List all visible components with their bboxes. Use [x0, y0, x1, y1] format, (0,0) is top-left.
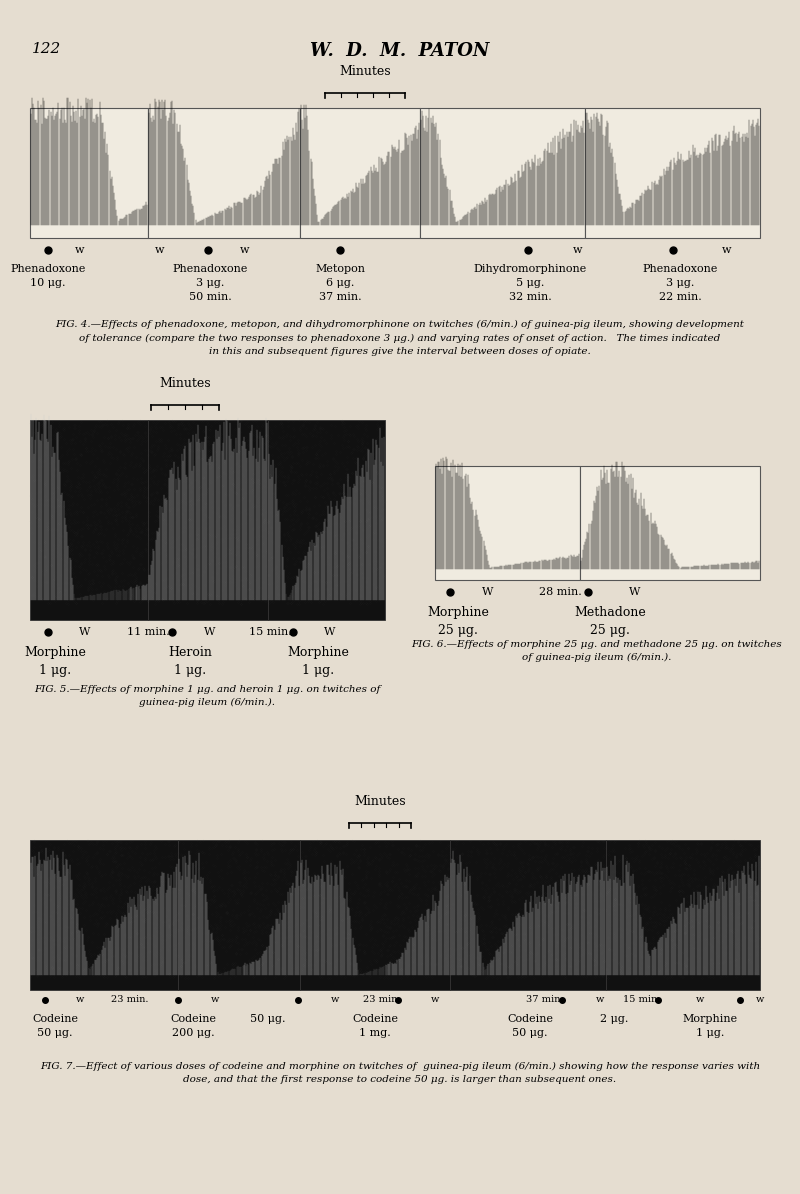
- Bar: [606, 841, 760, 990]
- Text: Codeine
1 mg.: Codeine 1 mg.: [352, 1014, 398, 1038]
- Text: Metopon
6 μg.
37 min.: Metopon 6 μg. 37 min.: [315, 264, 365, 302]
- Text: Phenadoxone
3 μg.
22 min.: Phenadoxone 3 μg. 22 min.: [642, 264, 718, 302]
- Text: 15 min.: 15 min.: [623, 996, 661, 1004]
- Text: W: W: [324, 627, 336, 638]
- Bar: [450, 841, 606, 990]
- Text: FIG. 7.—Effect of various doses of codeine and morphine on twitches of  guinea-p: FIG. 7.—Effect of various doses of codei…: [40, 1061, 760, 1084]
- Text: Methadone
25 μg.: Methadone 25 μg.: [574, 607, 646, 638]
- Bar: [148, 420, 268, 620]
- Text: Phenadoxone
3 μg.
50 min.: Phenadoxone 3 μg. 50 min.: [172, 264, 248, 302]
- Text: 15 min.: 15 min.: [249, 627, 291, 638]
- Text: w: w: [331, 996, 339, 1004]
- Bar: [30, 841, 178, 990]
- Text: w: w: [722, 245, 732, 256]
- Text: w: w: [76, 996, 84, 1004]
- Text: FIG. 6.—Effects of morphine 25 μg. and methadone 25 μg. on twitches
of guinea-pi: FIG. 6.—Effects of morphine 25 μg. and m…: [412, 640, 782, 663]
- Bar: [30, 420, 148, 620]
- Text: Minutes: Minutes: [159, 377, 211, 390]
- Text: Morphine
1 μg.: Morphine 1 μg.: [24, 646, 86, 677]
- Text: Heroin
1 μg.: Heroin 1 μg.: [168, 646, 212, 677]
- Text: w: w: [574, 245, 582, 256]
- Text: w: w: [75, 245, 85, 256]
- Bar: [178, 841, 300, 990]
- Text: Codeine
50 μg.: Codeine 50 μg.: [507, 1014, 553, 1038]
- Text: Dihydromorphinone
5 μg.
32 min.: Dihydromorphinone 5 μg. 32 min.: [474, 264, 586, 302]
- Text: Minutes: Minutes: [354, 795, 406, 808]
- Bar: [268, 420, 385, 620]
- Text: w: w: [431, 996, 439, 1004]
- Bar: [300, 107, 420, 238]
- Bar: [435, 466, 580, 580]
- Text: W: W: [482, 587, 494, 597]
- Text: 23 min.: 23 min.: [111, 996, 149, 1004]
- Text: 122: 122: [32, 42, 62, 56]
- Text: w: w: [155, 245, 165, 256]
- Bar: [585, 107, 760, 238]
- Text: 50 μg.: 50 μg.: [250, 1014, 286, 1024]
- Text: 11 min.: 11 min.: [126, 627, 170, 638]
- Text: W: W: [79, 627, 90, 638]
- Text: Codeine
200 μg.: Codeine 200 μg.: [170, 1014, 216, 1038]
- Text: FIG. 4.—Effects of phenadoxone, metopon, and dihydromorphinone on twitches (6/mi: FIG. 4.—Effects of phenadoxone, metopon,…: [55, 320, 745, 356]
- Text: w: w: [240, 245, 250, 256]
- Text: Codeine
50 μg.: Codeine 50 μg.: [32, 1014, 78, 1038]
- Text: Morphine
25 μg.: Morphine 25 μg.: [427, 607, 489, 638]
- Text: 23 min.: 23 min.: [363, 996, 401, 1004]
- Text: W: W: [204, 627, 216, 638]
- Bar: [300, 841, 450, 990]
- Text: Morphine
1 μg.: Morphine 1 μg.: [682, 1014, 738, 1038]
- Text: w: w: [211, 996, 219, 1004]
- Text: 28 min.: 28 min.: [538, 587, 582, 597]
- Text: W: W: [630, 587, 641, 597]
- Text: Minutes: Minutes: [339, 64, 391, 78]
- Text: Phenadoxone
10 μg.: Phenadoxone 10 μg.: [10, 264, 86, 288]
- Text: 2 μg.: 2 μg.: [600, 1014, 628, 1024]
- Text: w: w: [756, 996, 764, 1004]
- Text: 37 min.: 37 min.: [526, 996, 564, 1004]
- Bar: [420, 107, 585, 238]
- Text: w: w: [596, 996, 604, 1004]
- Text: w: w: [696, 996, 704, 1004]
- Bar: [30, 107, 148, 238]
- Bar: [148, 107, 300, 238]
- Text: W.  D.  M.  PATON: W. D. M. PATON: [310, 42, 490, 60]
- Bar: [580, 466, 760, 580]
- Text: FIG. 5.—Effects of morphine 1 μg. and heroin 1 μg. on twitches of
guinea-pig ile: FIG. 5.—Effects of morphine 1 μg. and he…: [34, 685, 380, 707]
- Text: Morphine
1 μg.: Morphine 1 μg.: [287, 646, 349, 677]
